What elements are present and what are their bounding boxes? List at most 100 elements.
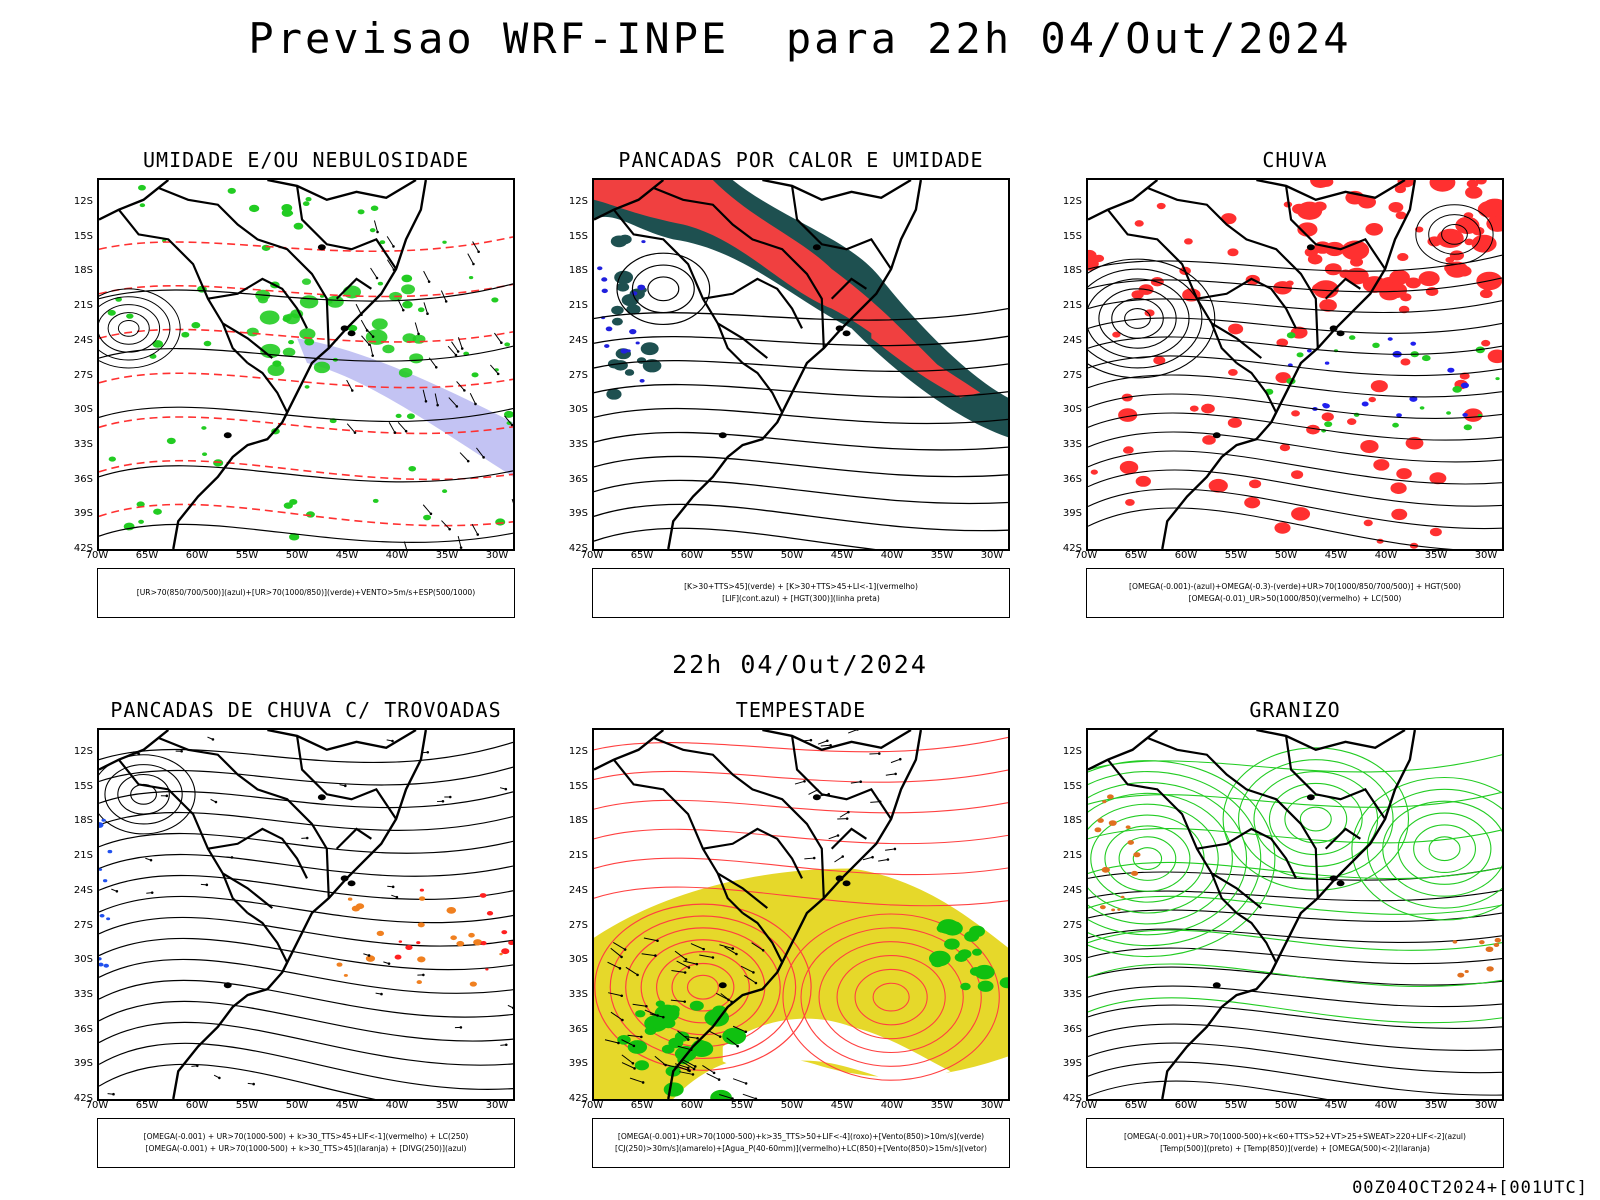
legend-granizo: [OMEGA(-0.001)+UR>70(1000-500)+k<60+TTS>… <box>1086 1118 1504 1168</box>
map-pancadas-de-chuva-c-trovoadas <box>97 728 515 1101</box>
lon-label: 60W <box>1174 1100 1198 1111</box>
lon-label: 40W <box>880 1100 904 1111</box>
lon-label: 30W <box>1474 550 1498 561</box>
lon-label: 65W <box>135 1100 159 1111</box>
lon-label: 55W <box>730 1100 754 1111</box>
legend-umidade-e-ou-nebulosidade: [UR>70(850/700/500)](azul)+[UR>70(1000/8… <box>97 568 515 618</box>
lon-label: 45W <box>1324 550 1348 561</box>
legend-line: [OMEGA(-0.01)_UR>50(1000/850)(vermelho) … <box>1188 594 1402 603</box>
lon-label: 70W <box>580 550 604 561</box>
lat-label: 39S <box>73 508 93 520</box>
lon-label: 40W <box>880 550 904 561</box>
panel-title-tempestade: TEMPESTADE <box>735 698 867 722</box>
forecast-field-tempestade <box>594 730 1008 1099</box>
lon-label: 70W <box>580 1100 604 1111</box>
lon-label: 45W <box>830 550 854 561</box>
lon-label: 30W <box>1474 1100 1498 1111</box>
lon-label: 55W <box>235 1100 259 1111</box>
lon-label: 45W <box>335 1100 359 1111</box>
legend-pancadas-por-calor-e-umidade: [K>30+TTS>45](verde) + [K>30+TTS>45+LI<-… <box>592 568 1010 618</box>
lat-label: 36S <box>73 473 93 485</box>
legend-line: [K>30+TTS>45](verde) + [K>30+TTS>45+LI<-… <box>684 582 918 591</box>
lon-label: 50W <box>285 1100 309 1111</box>
lon-label: 55W <box>235 550 259 561</box>
panel-title-chuva: CHUVA <box>1262 148 1328 172</box>
panel-title-umidade-e-ou-nebulosidade: UMIDADE E/OU NEBULOSIDADE <box>142 148 470 172</box>
panel-title-pancadas-de-chuva-c-trovoadas: PANCADAS DE CHUVA C/ TROVOADAS <box>110 698 502 722</box>
lat-label: 21S <box>1062 850 1082 862</box>
lat-label: 24S <box>73 334 93 346</box>
lat-label: 27S <box>1062 369 1082 381</box>
lat-label: 12S <box>568 196 588 207</box>
map-tempestade <box>592 728 1010 1101</box>
lat-label: 30S <box>1062 404 1082 416</box>
panel-title-granizo: GRANIZO <box>1249 698 1341 722</box>
legend-pancadas-de-chuva-c-trovoadas: [OMEGA(-0.001) + UR>70(1000-500) + k>30_… <box>97 1118 515 1168</box>
lat-label: 42S <box>1062 543 1082 554</box>
lon-label: 60W <box>680 1100 704 1111</box>
lon-label: 50W <box>780 550 804 561</box>
lon-label: 70W <box>85 550 109 561</box>
lat-label: 15S <box>73 230 93 242</box>
legend-line: [LIF](cont.azul) + [HGT(300)](linha pret… <box>722 594 880 603</box>
lon-label: 30W <box>485 550 509 561</box>
forecast-field-chuva <box>1088 180 1502 549</box>
lat-label: 39S <box>568 508 588 520</box>
lat-label: 27S <box>73 369 93 381</box>
lon-label: 40W <box>385 550 409 561</box>
lat-label: 42S <box>568 1093 588 1104</box>
lat-label: 27S <box>1062 919 1082 931</box>
lat-label: 27S <box>73 919 93 931</box>
lon-label: 40W <box>385 1100 409 1111</box>
lat-label: 33S <box>1062 438 1082 450</box>
lat-label: 18S <box>1062 815 1082 827</box>
lat-label: 36S <box>1062 473 1082 485</box>
lat-label: 15S <box>1062 230 1082 242</box>
lat-label: 30S <box>73 404 93 416</box>
lon-label: 30W <box>980 1100 1004 1111</box>
lat-label: 18S <box>568 265 588 277</box>
lat-label: 18S <box>73 815 93 827</box>
map-chuva <box>1086 178 1504 551</box>
lat-label: 15S <box>73 780 93 792</box>
lon-label: 40W <box>1374 1100 1398 1111</box>
lat-label: 36S <box>568 473 588 485</box>
run-label: 00Z04OCT2024+[001UTC] <box>1352 1178 1588 1198</box>
lon-label: 60W <box>185 550 209 561</box>
lat-label: 15S <box>568 230 588 242</box>
lat-label: 33S <box>568 438 588 450</box>
lat-label: 24S <box>73 884 93 896</box>
lat-label: 39S <box>73 1058 93 1070</box>
lat-label: 15S <box>568 780 588 792</box>
lat-label: 36S <box>568 1023 588 1035</box>
main-title: Previsao WRF-INPE para 22h 04/Out/2024 <box>248 14 1352 63</box>
lon-label: 35W <box>435 550 459 561</box>
lat-label: 12S <box>73 746 93 757</box>
lat-label: 30S <box>568 954 588 966</box>
lon-label: 50W <box>1274 1100 1298 1111</box>
lon-label: 30W <box>980 550 1004 561</box>
lat-label: 12S <box>568 746 588 757</box>
forecast-field-pancadas-por-calor-e-umidade <box>594 180 1008 549</box>
legend-line: [CJ(250)>30m/s](amarelo)+[Agua_P(40-60mm… <box>615 1144 987 1153</box>
lat-label: 12S <box>1062 746 1082 757</box>
lat-label: 18S <box>73 265 93 277</box>
lat-label: 21S <box>568 300 588 312</box>
lat-label: 33S <box>73 438 93 450</box>
forecast-field-umidade-e-ou-nebulosidade <box>99 180 513 549</box>
lat-label: 33S <box>1062 988 1082 1000</box>
lon-label: 45W <box>830 1100 854 1111</box>
legend-line: [OMEGA(-0.001)-(azul)+OMEGA(-0.3)-(verde… <box>1129 582 1461 591</box>
lon-label: 70W <box>85 1100 109 1111</box>
lon-label: 40W <box>1374 550 1398 561</box>
lat-label: 42S <box>73 543 93 554</box>
lat-label: 24S <box>1062 884 1082 896</box>
legend-line: [Temp(500)](preto) + [Temp(850)](verde) … <box>1160 1144 1430 1153</box>
lat-label: 21S <box>568 850 588 862</box>
lon-label: 55W <box>1224 550 1248 561</box>
lon-label: 35W <box>1424 1100 1448 1111</box>
lat-label: 24S <box>568 334 588 346</box>
lat-label: 24S <box>1062 334 1082 346</box>
lat-label: 27S <box>568 369 588 381</box>
lat-label: 21S <box>73 850 93 862</box>
